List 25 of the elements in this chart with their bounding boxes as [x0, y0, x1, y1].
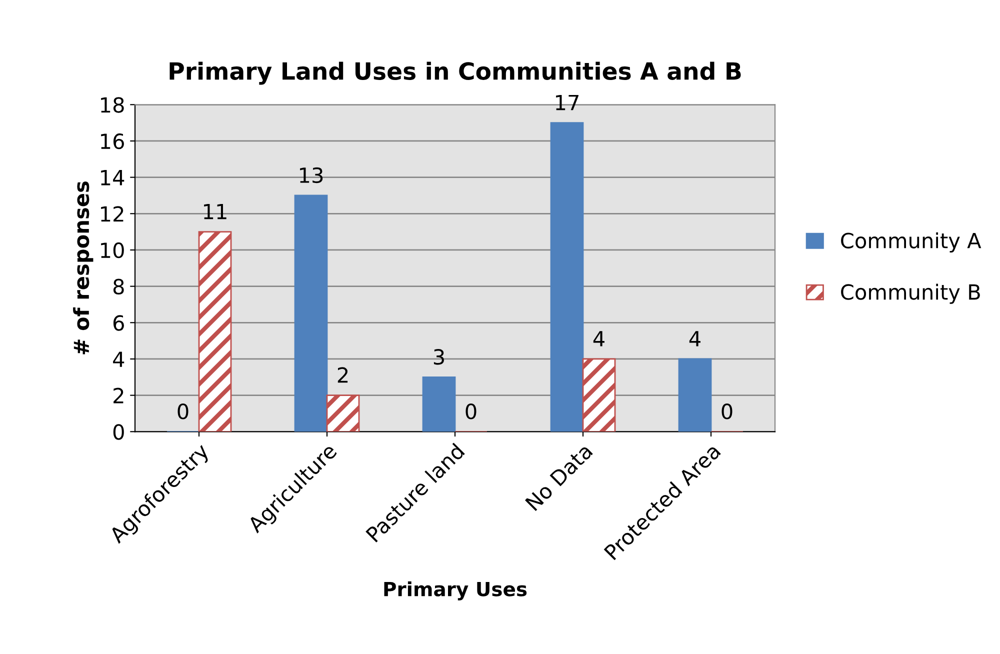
data-label: 2 [338, 367, 348, 383]
y-axis-title: # of responses [73, 182, 94, 354]
chart-title: Primary Land Uses in Communities A and B [170, 62, 741, 85]
legend-label: Community B [841, 284, 980, 304]
legend-label: Community A [841, 232, 982, 253]
y-tick-label: 4 [113, 352, 124, 367]
y-tick-label: 0 [113, 424, 124, 440]
y-tick-label: 2 [114, 388, 124, 404]
y-tick-label: 14 [101, 170, 124, 186]
y-tick-label: 6 [113, 315, 124, 331]
y-tick-label: 8 [113, 278, 124, 295]
y-tick-label: 16 [101, 133, 124, 150]
data-label: 4 [689, 331, 700, 346]
data-label: 17 [556, 94, 578, 110]
data-label: 3 [434, 349, 444, 365]
data-label: 4 [593, 331, 604, 346]
y-tick-label: 10 [101, 242, 124, 258]
data-label: 0 [466, 404, 476, 420]
x-axis-title: Primary Uses [384, 581, 527, 600]
y-tick-label: 12 [101, 206, 124, 222]
data-label: 11 [204, 204, 226, 220]
data-label: 13 [300, 167, 323, 184]
data-label: 0 [722, 404, 732, 420]
y-tick-label: 18 [101, 97, 124, 113]
data-label: 0 [178, 404, 188, 420]
